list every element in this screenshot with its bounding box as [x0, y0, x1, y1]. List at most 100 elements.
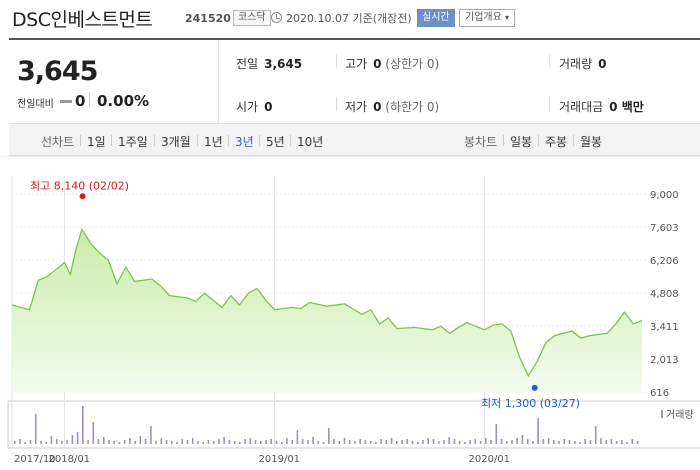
x-tick-label: 2019/01	[259, 454, 301, 465]
volume-bar	[417, 442, 419, 444]
volume-bar	[553, 440, 555, 444]
volume-bar	[579, 442, 581, 444]
tab-period-1w[interactable]: 1주일	[118, 135, 148, 149]
volume-bar	[437, 441, 440, 444]
volume-bar	[605, 440, 607, 444]
chevron-down-icon: ▾	[505, 13, 510, 22]
volume-bar	[453, 439, 456, 444]
volume-bar	[532, 441, 534, 444]
volume-bar	[260, 441, 262, 444]
volume-bar	[218, 439, 220, 444]
volume-bar	[139, 436, 142, 444]
change-value: 0	[75, 92, 86, 110]
volume-bar	[516, 438, 518, 444]
volume-bar	[301, 439, 304, 444]
volume-bar	[485, 438, 487, 444]
divider	[111, 135, 112, 146]
volume-bar	[610, 439, 613, 444]
volume-bar	[568, 440, 571, 444]
volume-bar	[396, 441, 398, 444]
tab-period-1y[interactable]: 1년	[204, 135, 223, 149]
volume-bar	[312, 437, 314, 444]
volume-bar	[537, 418, 539, 444]
volume-bar	[574, 441, 576, 444]
company-overview-dropdown[interactable]: 기업개요 ▾	[459, 9, 516, 27]
volume-bar	[464, 442, 466, 444]
volume-bar	[82, 406, 84, 444]
line-chart-label: 선차트	[41, 135, 75, 149]
divider	[573, 135, 574, 146]
volume-bar	[369, 441, 372, 444]
volume-bar	[144, 439, 147, 444]
volume-bar	[359, 439, 361, 444]
high-label: 고가	[345, 57, 368, 71]
divider	[80, 135, 81, 146]
volume-bar	[317, 441, 320, 444]
volume-bar	[186, 440, 189, 444]
price-area	[12, 229, 642, 392]
divider	[503, 135, 504, 146]
volume-bar	[364, 440, 367, 444]
low-value: 0	[373, 100, 382, 114]
volume-bar	[505, 441, 508, 444]
volume-bar	[615, 441, 618, 444]
volume-bar	[61, 441, 63, 444]
y-tick-label: 6,206	[650, 256, 679, 267]
divider	[154, 135, 155, 146]
open-cell: 시가 0	[236, 98, 272, 115]
tab-period-10y[interactable]: 10년	[297, 135, 324, 149]
tab-candle-weekly[interactable]: 주봉	[545, 135, 568, 149]
high-marker	[79, 193, 86, 200]
volume-bar	[469, 440, 471, 444]
y-tick-label: 616	[650, 388, 669, 399]
tab-candle-monthly[interactable]: 월봉	[580, 135, 603, 149]
volume-bar	[254, 440, 257, 444]
tab-period-5y[interactable]: 5년	[266, 135, 285, 149]
volume-bar	[511, 440, 513, 444]
tab-period-3m[interactable]: 3개월	[161, 135, 191, 149]
open-label: 시가	[236, 100, 259, 114]
volume-bar	[631, 439, 634, 444]
volume-bar	[34, 414, 37, 444]
tab-candle-daily[interactable]: 일봉	[510, 135, 533, 149]
prev-close-cell: 전일 3,645	[236, 55, 302, 72]
volume-bar	[547, 438, 550, 444]
amount-label: 거래대금	[559, 100, 604, 114]
divider	[549, 97, 550, 111]
volume-bar	[50, 436, 53, 444]
volume-bar	[286, 438, 288, 444]
volume-legend-swatch	[661, 410, 663, 418]
volume-bar	[296, 430, 299, 444]
low-marker	[531, 384, 538, 391]
volume-bar	[29, 440, 32, 444]
volume-bar	[113, 441, 115, 444]
volume-bar	[390, 438, 393, 444]
volume-bar	[45, 442, 47, 444]
volume-bar	[443, 440, 445, 444]
x-tick-label: 2020/01	[469, 454, 511, 465]
price-chart[interactable]: 9,000 7,603 6,206 4,808 3,411 2,013 616 2017/10…	[0, 156, 700, 470]
volume-bar	[589, 440, 592, 444]
volume-bar	[165, 440, 168, 444]
volume-bar	[563, 439, 566, 444]
volume-bar	[176, 442, 178, 444]
volume-bar	[626, 442, 628, 444]
price-line	[11, 227, 643, 378]
volume-bar	[343, 438, 346, 444]
tab-period-3y[interactable]: 3년	[235, 135, 254, 149]
tab-period-1d[interactable]: 1일	[87, 135, 106, 149]
volume-bar	[249, 438, 252, 444]
prev-close-label: 전일	[236, 57, 259, 71]
upper-limit: (상한가 0)	[385, 57, 440, 71]
volume-bar	[108, 440, 110, 444]
realtime-button[interactable]: 실시간	[417, 9, 455, 27]
volume-bar	[542, 439, 545, 444]
volume-bar	[55, 439, 58, 444]
amount-cell: 거래대금 0 백만	[559, 98, 644, 115]
volume-bar	[265, 440, 267, 444]
prev-close-value: 3,645	[264, 57, 303, 71]
volume-bar	[197, 441, 199, 444]
candle-chart-label: 봉차트	[464, 135, 498, 149]
volume-bar	[584, 439, 586, 444]
divider	[290, 135, 291, 146]
